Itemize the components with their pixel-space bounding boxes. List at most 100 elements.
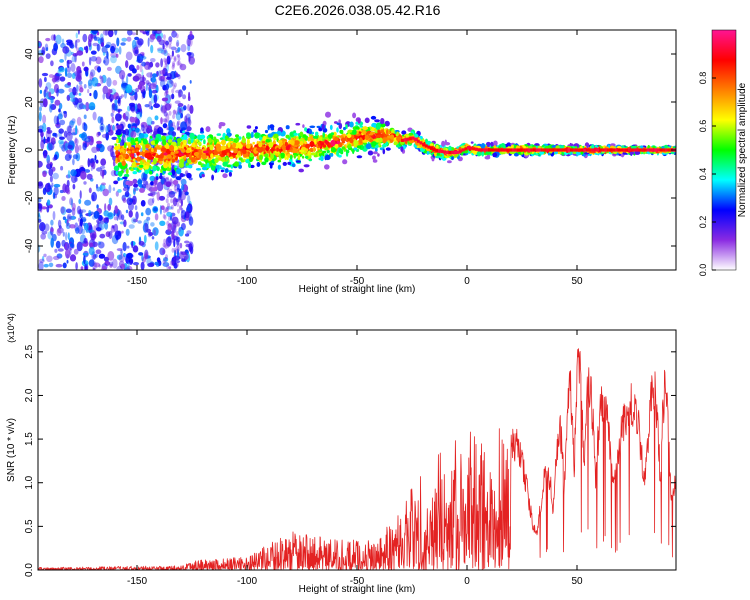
spectrogram-speckle bbox=[104, 203, 107, 212]
spectrogram-cell bbox=[362, 130, 366, 135]
spectrogram-speckle bbox=[67, 215, 71, 220]
spectrogram-speckle bbox=[163, 57, 167, 63]
spectrogram-speckle bbox=[80, 266, 84, 270]
spectrogram-cell bbox=[377, 129, 381, 134]
spectrogram-speckle bbox=[83, 123, 88, 132]
spectrogram-speckle bbox=[176, 239, 180, 245]
spectrogram-core-cell bbox=[453, 150, 457, 154]
spectrogram-speckle bbox=[173, 55, 177, 61]
spectrogram-core-cell bbox=[614, 148, 618, 152]
spectrogram-cell bbox=[166, 135, 170, 140]
spectrogram-speckle bbox=[59, 119, 66, 126]
spectrogram-speckle bbox=[102, 30, 109, 36]
spectrogram-cell bbox=[182, 140, 186, 144]
spectrogram-speckle bbox=[65, 208, 72, 213]
spectrogram-speckle bbox=[38, 244, 41, 253]
spectrogram-speckle bbox=[149, 83, 157, 90]
spectrogram-cell bbox=[313, 154, 318, 158]
spectrogram-cell bbox=[336, 127, 339, 133]
spectrogram-speckle bbox=[166, 73, 172, 79]
spectrogram-speckle bbox=[168, 119, 173, 129]
spectrogram-core-cell bbox=[456, 150, 460, 154]
spectrogram-speckle bbox=[177, 92, 181, 98]
spectrogram-speckle bbox=[110, 45, 116, 54]
spectrogram-cell bbox=[285, 134, 290, 139]
spectrogram-cell bbox=[251, 131, 254, 136]
spectrogram-speckle bbox=[44, 77, 47, 82]
spectrogram-cell bbox=[174, 165, 178, 168]
spectrogram-speckle bbox=[174, 188, 178, 194]
spectrogram-speckle bbox=[144, 104, 150, 108]
spectrogram-speckle bbox=[116, 211, 119, 221]
spectrogram-core-cell bbox=[570, 148, 573, 152]
x-tick-label: 50 bbox=[571, 276, 583, 287]
spectrogram-speckle bbox=[173, 57, 177, 63]
spectrogram-cell bbox=[154, 139, 159, 145]
spectrogram-speckle bbox=[96, 140, 102, 145]
spectrogram-speckle bbox=[128, 224, 135, 229]
spectrogram-speckle bbox=[164, 103, 172, 111]
spectrogram-cell bbox=[393, 141, 398, 146]
spectrogram-core-cell bbox=[657, 148, 661, 152]
spectrogram-speckle bbox=[121, 81, 128, 90]
spectrogram-cell bbox=[539, 151, 545, 155]
spectrogram-speckle bbox=[72, 158, 75, 166]
spectrogram-speckle bbox=[65, 209, 73, 213]
spectrogram-cell bbox=[308, 158, 313, 162]
spectrogram-speckle bbox=[101, 182, 106, 186]
spectrogram-speckle bbox=[100, 42, 105, 47]
spectrogram-speckle bbox=[147, 198, 154, 206]
spectrogram-core-cell bbox=[432, 147, 436, 151]
spectrogram-cell bbox=[186, 165, 191, 168]
spectrogram-cell bbox=[267, 124, 270, 131]
x-tick-label: 0 bbox=[464, 576, 470, 587]
spectrogram-core-cell bbox=[588, 148, 592, 152]
spectrogram-core-cell bbox=[625, 148, 629, 152]
spectrogram-speckle bbox=[93, 210, 100, 219]
spectrogram-speckle bbox=[77, 30, 80, 35]
spectrogram-speckle bbox=[175, 245, 179, 251]
spectrogram-speckle bbox=[167, 53, 170, 58]
spectrogram-cell bbox=[174, 150, 179, 154]
spectrogram-speckle bbox=[165, 207, 169, 213]
spectrogram-cell bbox=[145, 144, 150, 149]
spectrogram-speckle bbox=[173, 82, 177, 88]
spectrogram-core-cell bbox=[538, 148, 542, 152]
spectrogram-cell bbox=[321, 142, 325, 146]
colorbar bbox=[711, 29, 737, 271]
spectrogram-speckle bbox=[115, 53, 119, 58]
spectrogram-speckle bbox=[172, 131, 176, 137]
spectrogram-speckle bbox=[156, 191, 160, 201]
spectrogram-speckle bbox=[92, 267, 96, 270]
spectrogram-speckle bbox=[175, 231, 179, 236]
y-tick-label: 20 bbox=[24, 96, 35, 108]
spectrogram-speckle bbox=[157, 47, 164, 52]
spectrogram-speckle bbox=[178, 89, 183, 98]
spectrogram-speckle bbox=[63, 110, 67, 114]
spectrogram-speckle bbox=[62, 262, 67, 269]
spectrogram-cell bbox=[329, 124, 333, 131]
spectrogram-speckle bbox=[166, 211, 173, 217]
spectrogram-cell bbox=[178, 153, 185, 157]
spectrogram-speckle bbox=[60, 206, 65, 214]
spectrogram-cell bbox=[352, 148, 355, 155]
spectrogram-speckle bbox=[69, 120, 76, 126]
spectrogram-speckle bbox=[71, 174, 77, 184]
spectrogram-speckle bbox=[135, 87, 139, 93]
y-tick-label: 2.5 bbox=[24, 344, 35, 358]
spectrogram-core-cell bbox=[464, 147, 468, 151]
spectrogram-speckle bbox=[62, 183, 67, 193]
spectrogram-speckle bbox=[81, 61, 85, 67]
spectrogram-cell bbox=[334, 136, 339, 141]
spectrogram-cell bbox=[270, 153, 274, 160]
spectrogram-speckle bbox=[108, 230, 113, 239]
spectrogram-speckle bbox=[125, 209, 129, 214]
spectrogram-x-axis-label: Height of straight line (km) bbox=[299, 284, 416, 295]
spectrogram-speckle bbox=[89, 242, 94, 249]
spectrogram-cell bbox=[353, 139, 359, 146]
spectrogram-speckle bbox=[130, 130, 137, 138]
spectrogram-speckle bbox=[119, 69, 126, 80]
spectrogram-cell bbox=[130, 146, 135, 150]
spectrogram-speckle bbox=[42, 114, 47, 124]
spectrogram-speckle bbox=[163, 243, 167, 248]
